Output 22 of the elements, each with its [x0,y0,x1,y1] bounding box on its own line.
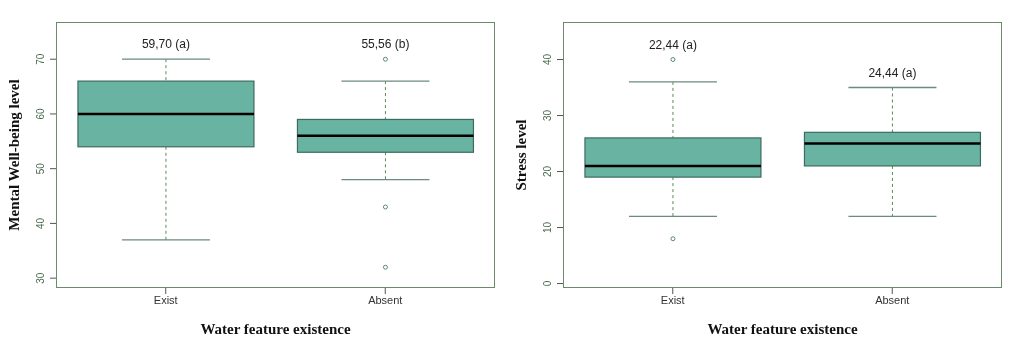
y-tick-label: 30 [35,272,46,284]
y-tick-label: 10 [542,221,553,234]
y-tick-label: 70 [35,53,46,65]
y-tick-label: 50 [35,162,46,175]
y-axis-title: Mental Well-being level [6,79,23,231]
x-tick-label: Exist [660,293,685,306]
annotation: 59,70 (a) [141,37,190,52]
y-tick-label: 30 [542,109,553,122]
y-tick-label: 0 [542,280,553,287]
x-tick-label: Absent [875,293,910,306]
annotation: 24,44 (a) [868,65,917,80]
x-axis-title: Water feature existence [707,321,858,337]
y-tick-label: 40 [35,217,46,229]
annotation: 55,56 (b) [361,37,410,52]
y-axis-title: Stress level [513,119,530,191]
y-tick-label: 60 [35,107,46,120]
annotation: 22,44 (a) [648,37,697,52]
x-tick-label: Exist [153,293,178,306]
x-axis-title: Water feature existence [200,321,351,337]
y-tick-label: 40 [542,53,553,66]
y-tick-label: 20 [542,165,553,178]
x-tick-label: Absent [368,293,403,306]
